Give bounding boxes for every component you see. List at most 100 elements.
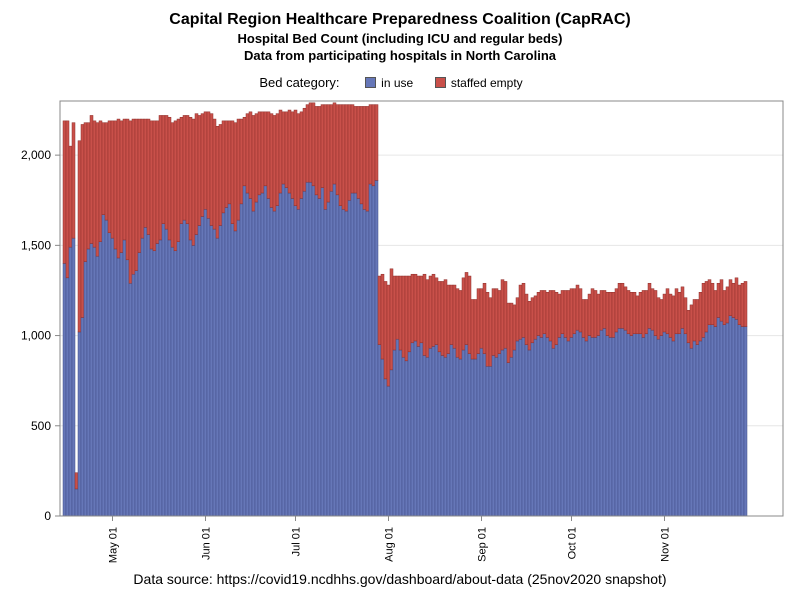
bar-in-use	[521, 337, 526, 517]
bar-staffed-empty	[458, 290, 463, 360]
bar-staffed-empty	[308, 102, 313, 183]
bar-staffed-empty	[260, 111, 265, 194]
bar-in-use	[197, 225, 202, 517]
bar-in-use	[731, 317, 736, 517]
bar-in-use	[695, 344, 700, 517]
bar-in-use	[239, 203, 244, 517]
bar-staffed-empty	[230, 120, 235, 224]
bar-staffed-empty	[437, 281, 442, 353]
bar-in-use	[152, 250, 157, 517]
bar-staffed-empty	[641, 290, 646, 338]
bar-staffed-empty	[314, 106, 319, 196]
bar-in-use	[683, 333, 688, 517]
bar-in-use	[533, 338, 538, 517]
bar-staffed-empty	[614, 288, 619, 333]
bar-staffed-empty	[305, 104, 310, 183]
bar-staffed-empty	[179, 116, 184, 224]
bar-staffed-empty	[461, 277, 466, 351]
bar-staffed-empty	[284, 111, 289, 188]
bar-in-use	[737, 324, 742, 517]
bar-staffed-empty	[77, 140, 82, 333]
bar-staffed-empty	[371, 104, 376, 187]
bar-in-use	[401, 356, 406, 517]
bar-staffed-empty	[215, 126, 220, 239]
chart-subtitle-1: Hospital Bed Count (including ICU and re…	[237, 31, 563, 46]
bar-staffed-empty	[140, 118, 145, 239]
bar-staffed-empty	[302, 107, 307, 192]
bar-staffed-empty	[224, 120, 229, 208]
legend-label-in-use: in use	[381, 76, 414, 90]
bar-in-use	[77, 331, 82, 517]
bar-staffed-empty	[197, 115, 202, 226]
bar-staffed-empty	[518, 284, 523, 340]
bar-in-use	[458, 358, 463, 517]
x-tick-label: Jul 01	[291, 527, 303, 556]
bar-in-use	[167, 239, 172, 517]
bar-in-use	[542, 333, 547, 517]
bar-in-use	[71, 237, 76, 517]
bar-in-use	[689, 347, 694, 517]
bar-staffed-empty	[551, 290, 556, 349]
bar-staffed-empty	[710, 282, 715, 325]
bar-in-use	[380, 358, 385, 517]
bar-in-use	[422, 355, 427, 517]
bar-in-use	[554, 344, 559, 517]
bar-in-use	[680, 328, 685, 517]
bar-staffed-empty	[248, 111, 253, 199]
bar-staffed-empty	[134, 118, 139, 271]
bar-staffed-empty	[329, 104, 334, 192]
bar-staffed-empty	[440, 281, 445, 356]
bar-in-use	[698, 340, 703, 517]
bar-staffed-empty	[572, 288, 577, 335]
bar-staffed-empty	[74, 472, 79, 490]
bar-staffed-empty	[479, 288, 484, 349]
bar-in-use	[383, 378, 388, 517]
bar-staffed-empty	[290, 111, 295, 199]
bar-in-use	[641, 337, 646, 517]
bar-staffed-empty	[596, 293, 601, 336]
bar-staffed-empty	[341, 104, 346, 210]
bar-staffed-empty	[254, 113, 259, 203]
bar-staffed-empty	[203, 111, 208, 210]
bar-in-use	[518, 338, 523, 517]
bar-in-use	[368, 183, 373, 517]
bar-in-use	[476, 353, 481, 517]
bar-staffed-empty	[719, 279, 724, 322]
bar-staffed-empty	[71, 122, 76, 239]
bar-in-use	[266, 198, 271, 517]
x-tick-label: Nov 01	[660, 527, 672, 562]
bar-in-use	[584, 340, 589, 517]
bar-in-use	[173, 250, 178, 517]
bar-staffed-empty	[716, 282, 721, 318]
bar-staffed-empty	[257, 111, 262, 196]
bar-staffed-empty	[542, 290, 547, 335]
bar-staffed-empty	[530, 297, 535, 344]
bar-in-use	[419, 342, 424, 517]
bar-in-use	[479, 347, 484, 517]
bar-staffed-empty	[632, 292, 637, 335]
bar-in-use	[320, 187, 325, 517]
bar-staffed-empty	[677, 292, 682, 335]
bar-in-use	[287, 192, 292, 517]
bar-staffed-empty	[647, 282, 652, 329]
bar-staffed-empty	[698, 292, 703, 342]
bar-in-use	[179, 223, 184, 517]
bar-staffed-empty	[206, 111, 211, 219]
bar-in-use	[182, 219, 187, 517]
bar-in-use	[254, 201, 259, 517]
bar-staffed-empty	[368, 104, 373, 185]
bar-staffed-empty	[506, 302, 511, 363]
bar-staffed-empty	[575, 284, 580, 331]
bar-in-use	[269, 207, 274, 517]
bar-in-use	[317, 198, 322, 517]
bar-in-use	[503, 347, 508, 517]
bar-in-use	[191, 245, 196, 517]
bar-staffed-empty	[455, 288, 460, 358]
bar-staffed-empty	[731, 282, 736, 318]
bar-in-use	[137, 252, 142, 517]
bar-in-use	[563, 337, 568, 517]
bar-in-use	[659, 335, 664, 517]
bar-in-use	[170, 246, 175, 517]
bar-in-use	[638, 333, 643, 517]
bar-staffed-empty	[680, 286, 685, 329]
